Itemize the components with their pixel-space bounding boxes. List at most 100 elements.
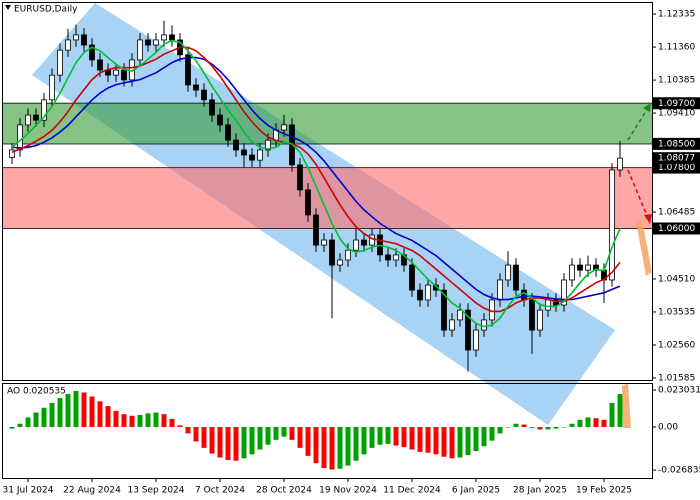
candle-body [209, 99, 215, 116]
ao-bar [313, 426, 319, 464]
candle-body [313, 214, 319, 246]
x-tick-label: 28 Oct 2024 [256, 486, 312, 496]
y-tick-label: 1.11360 [658, 43, 695, 53]
y-tick-label: 1.04510 [658, 274, 695, 284]
candle-body [161, 34, 167, 41]
candle-body [305, 189, 311, 216]
ao-bar [217, 426, 223, 458]
lines-layer [11, 39, 621, 328]
ao-bar [449, 426, 455, 459]
y-tick-label: 1.03535 [658, 307, 695, 317]
y-tick-label: 1.10385 [658, 76, 695, 86]
y-tick-label: 1.12335 [658, 10, 695, 20]
candle-body [497, 279, 503, 301]
x-tick-label: 11 Dec 2024 [383, 486, 441, 496]
candle-body [369, 234, 375, 246]
candle-body [385, 254, 391, 261]
candle-body [465, 309, 471, 351]
ao-bar [409, 426, 415, 450]
price-zone [3, 103, 652, 144]
candle-body [545, 299, 551, 311]
ao-bar [385, 426, 391, 444]
y-tick-label: 1.09700 [658, 99, 695, 109]
ao-bar [241, 426, 247, 459]
ao-bar [209, 426, 215, 454]
candle-body [233, 139, 239, 151]
ao-bar [65, 394, 71, 427]
ao-bar [265, 426, 271, 445]
candle-body [585, 264, 591, 271]
ao-bar [353, 426, 359, 461]
ao-bar [465, 426, 471, 456]
y-tick-label: 1.06000 [658, 224, 695, 234]
ao-bar [497, 426, 503, 434]
ao-bar [401, 426, 407, 448]
ao-bar [105, 406, 111, 427]
candle-body [425, 284, 431, 301]
ao-bar [361, 426, 367, 455]
candle-body [281, 124, 287, 131]
tick-label-box [653, 97, 700, 110]
candle-body [329, 239, 335, 266]
candle-body [169, 34, 175, 41]
ao-bar [161, 414, 167, 427]
candle-body [25, 114, 31, 126]
x-tick-label: 13 Sep 2024 [127, 486, 184, 496]
ao-bar [233, 426, 239, 461]
highlight [622, 383, 631, 428]
candle-body [553, 299, 559, 306]
ao-bar [297, 426, 303, 448]
ao-bar [89, 396, 95, 427]
ao-bar [41, 407, 47, 427]
moving-average [11, 46, 621, 313]
candle-body [417, 289, 423, 301]
x-tick-label: 19 Feb 2025 [576, 486, 632, 496]
ao-bar [137, 414, 143, 427]
ao-bar [601, 419, 607, 427]
x-tick-label: 31 Jul 2024 [3, 486, 54, 496]
ao-bar [273, 426, 279, 440]
y-tick-label: 1.01585 [658, 373, 695, 383]
ao-bar [441, 426, 447, 457]
candle-body [505, 264, 511, 281]
candle-body [297, 164, 303, 191]
candle-body [257, 149, 263, 161]
y-tick-label: 1.06485 [658, 208, 695, 218]
ao-bar [113, 410, 119, 427]
ao-bar [433, 426, 439, 455]
candle-body [33, 114, 39, 121]
candle-body [513, 264, 519, 291]
tick-label-box [653, 137, 700, 150]
chart-title: EURUSD,Daily [14, 5, 78, 15]
candle-body [457, 309, 463, 321]
tick-label-box [653, 161, 700, 174]
y-tick-label: -0.026835 [658, 466, 700, 476]
candle-body [49, 74, 55, 101]
candle-body [593, 264, 599, 271]
candle-body [137, 39, 143, 61]
ao-bar [417, 426, 423, 452]
x-tick-label: 7 Oct 2024 [195, 486, 245, 496]
ao-bar [257, 426, 263, 450]
ao-bar [537, 426, 543, 430]
candle-body [265, 139, 271, 151]
candle-body [201, 89, 207, 101]
moving-average [11, 39, 621, 328]
x-tick-label: 19 Nov 2024 [319, 486, 377, 496]
ao-bar [369, 426, 375, 448]
last-price-label: 1.08077 [658, 154, 695, 164]
ao-bar [145, 413, 151, 427]
candle-body [577, 264, 583, 271]
ao-bar [553, 426, 559, 429]
ao-bar [329, 426, 335, 470]
candle-body [609, 169, 615, 281]
highlight [636, 220, 652, 276]
ao-bar [73, 390, 79, 427]
ao-bar [177, 425, 183, 427]
zones-layer [3, 102, 652, 230]
ao-bar [489, 426, 495, 441]
candle-body [249, 154, 255, 161]
candle-body [441, 289, 447, 331]
arrowhead [643, 103, 651, 112]
ao-bar [481, 426, 487, 447]
